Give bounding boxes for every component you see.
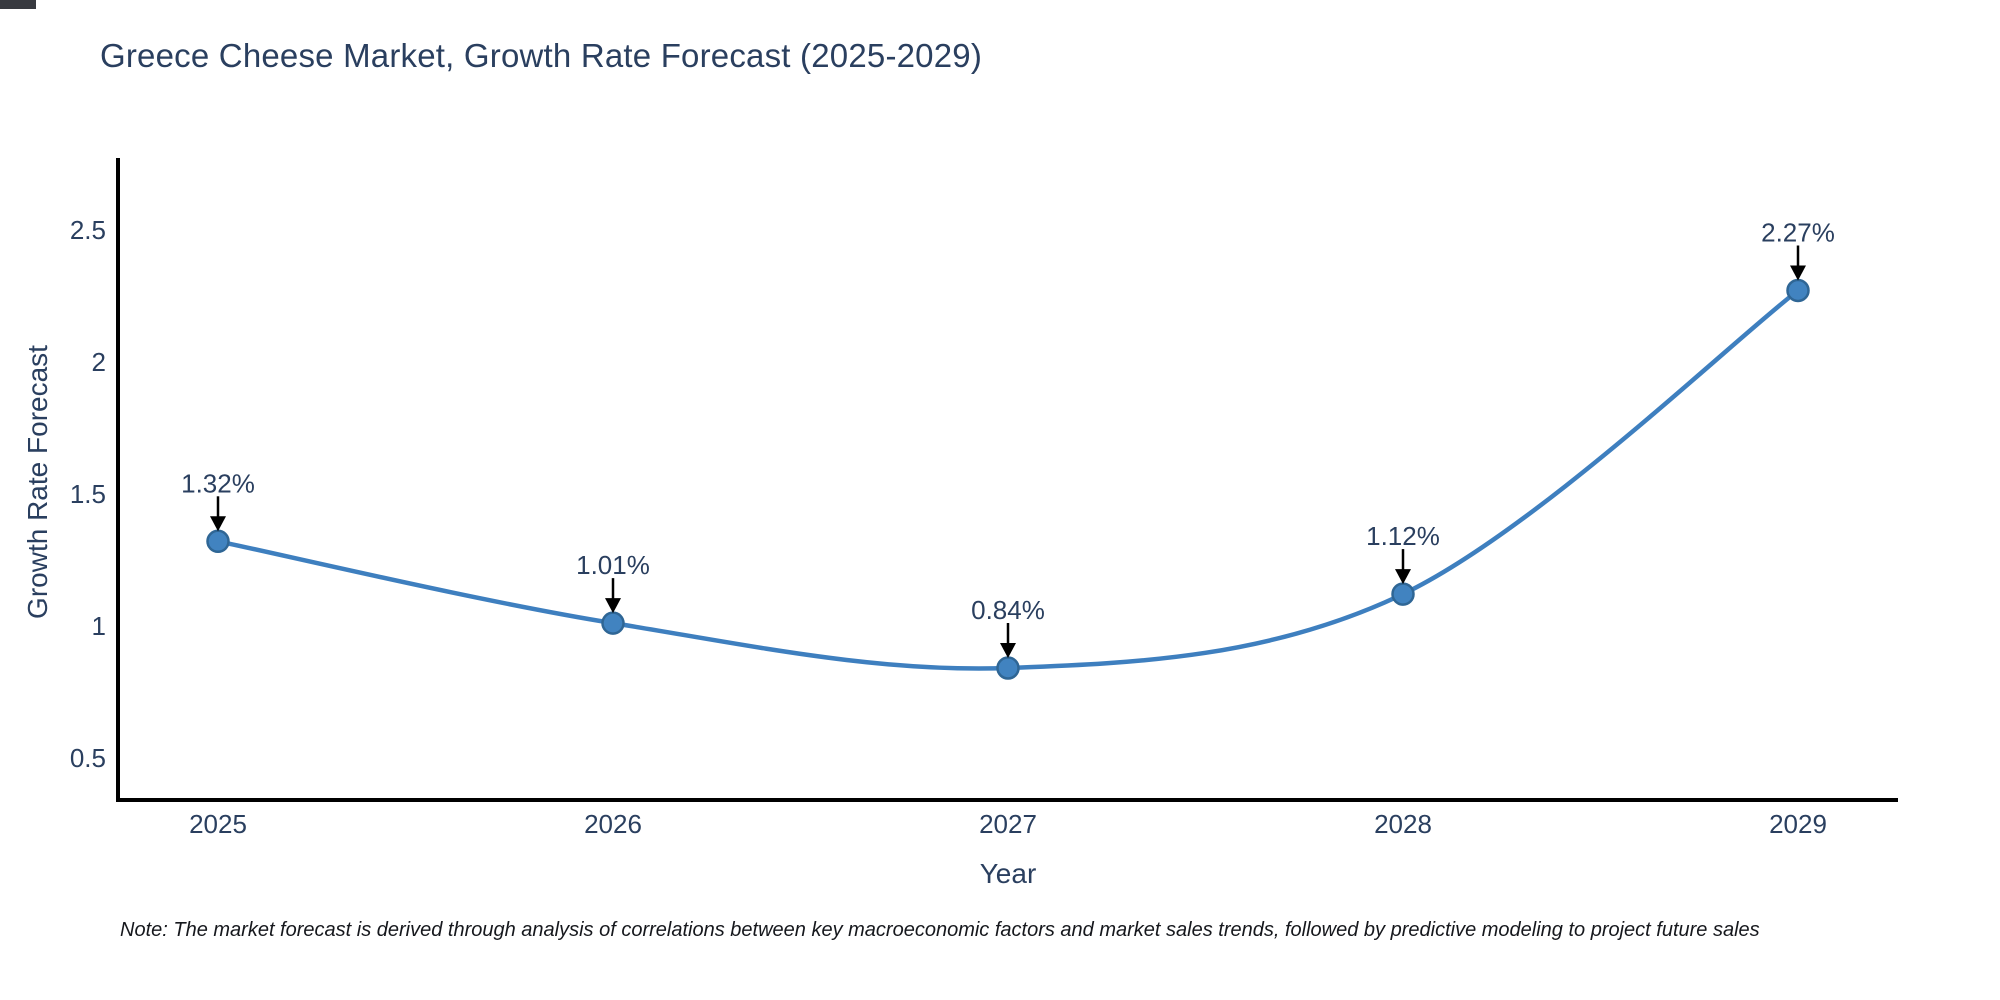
- point-annotation-label: 1.12%: [1366, 521, 1440, 551]
- point-annotation-label: 1.32%: [181, 468, 255, 498]
- annotation-arrow-head: [605, 598, 621, 614]
- x-tick-label: 2026: [584, 809, 642, 839]
- data-point-marker[interactable]: [206, 529, 230, 554]
- screen-corner-artifact: [0, 0, 36, 9]
- point-annotation-label: 1.01%: [576, 550, 650, 580]
- chart-title: Greece Cheese Market, Growth Rate Foreca…: [100, 37, 983, 74]
- y-tick-label: 1.5: [70, 479, 106, 509]
- point-annotation-label: 2.27%: [1761, 217, 1835, 247]
- chart-footnote: Note: The market forecast is derived thr…: [120, 919, 1760, 941]
- x-axis-title: Year: [979, 858, 1037, 889]
- data-point-marker[interactable]: [996, 656, 1020, 680]
- annotation-arrow-head: [1395, 569, 1411, 585]
- x-tick-label: 2029: [1769, 809, 1827, 839]
- annotation-arrow-head: [210, 516, 226, 532]
- data-point-marker[interactable]: [1391, 582, 1415, 606]
- y-tick-label: 2.5: [70, 215, 106, 245]
- data-point-marker[interactable]: [1786, 278, 1810, 303]
- annotation-arrow-head: [1790, 265, 1806, 281]
- y-tick-label: 0.5: [70, 743, 106, 773]
- y-tick-label: 2: [92, 347, 106, 377]
- data-point-marker[interactable]: [601, 611, 625, 635]
- y-tick-label: 1: [92, 611, 106, 641]
- point-annotation-label: 0.84%: [971, 595, 1045, 625]
- x-tick-label: 2025: [189, 809, 247, 839]
- annotation-arrow-head: [1000, 643, 1016, 659]
- x-tick-label: 2028: [1374, 809, 1432, 839]
- x-tick-label: 2027: [979, 809, 1037, 839]
